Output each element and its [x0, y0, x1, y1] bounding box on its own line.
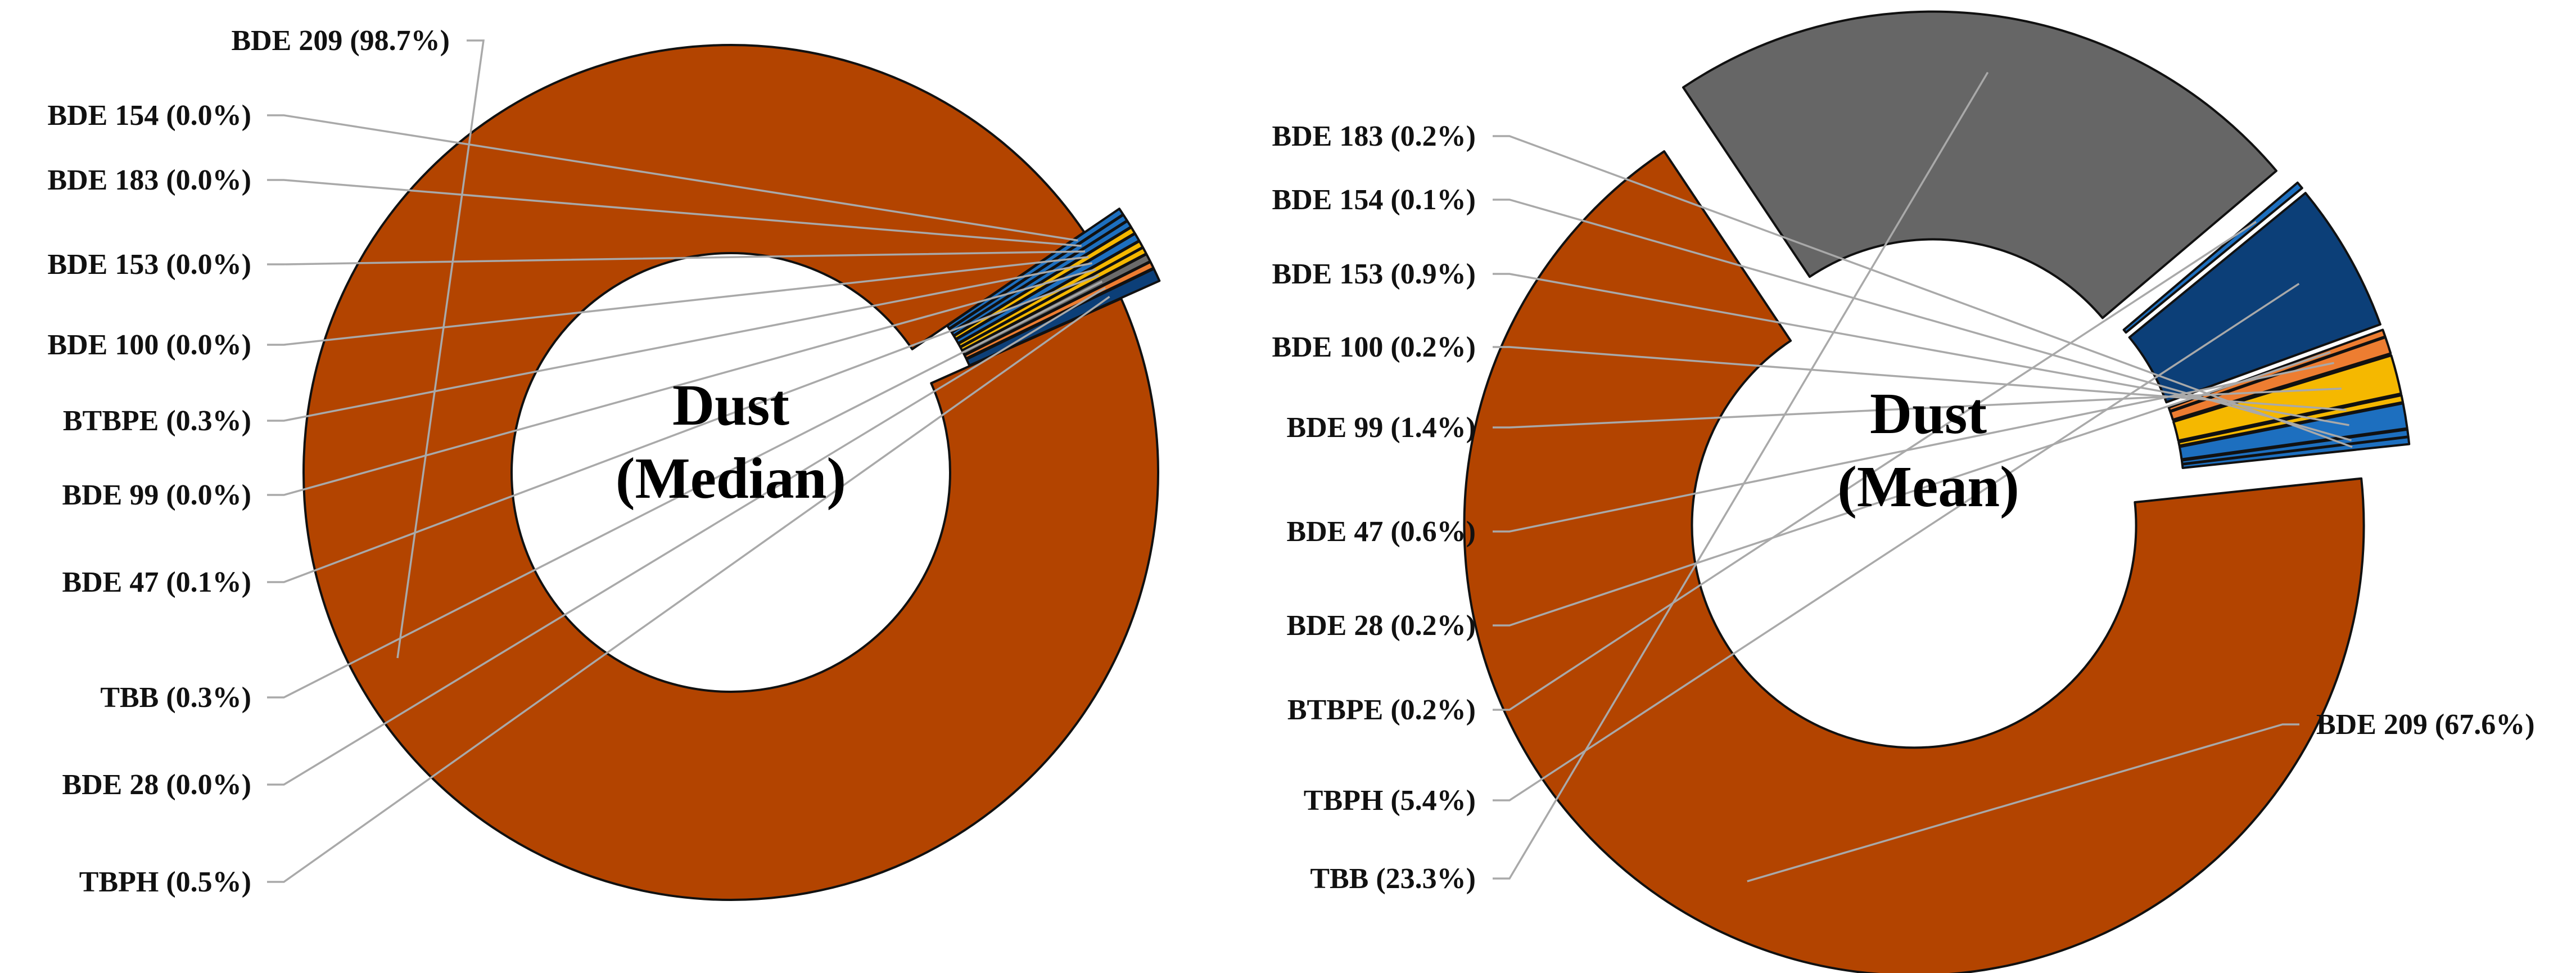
leader-line-bde-153-mean: [1493, 273, 2349, 426]
leader-line-bde-100-mean: [1493, 346, 2347, 411]
slice-labels-median: BDE 209 (98.7%) BDE 154 (0.0%) BDE 183 (0.…: [47, 25, 450, 898]
slice-label-bde-209-median: BDE 209 (98.7%): [231, 25, 450, 57]
leader-line-bde-183-mean: [1493, 135, 2353, 448]
slice-label-bde-47-median: BDE 47 (0.1%): [62, 566, 251, 598]
leader-line-bde-99-mean: [1493, 388, 2342, 429]
leader-line-bde-154-median: [267, 114, 1078, 242]
leader-line-bde-47-mean: [1493, 362, 2334, 533]
leader-line-bde-100-median: [267, 256, 1089, 346]
donut-chart-median: BDE 209 (98.7%) BDE 154 (0.0%) BDE 183 (0.…: [47, 25, 1161, 901]
slice-labels-mean: BDE 209 (67.6%) TBB (23.3%) BTBPE (0.2%) TB…: [1272, 120, 2534, 895]
leader-lines-mean: [1493, 71, 2353, 882]
leader-line-bde-28-mean: [1493, 351, 2331, 627]
leader-line-tbb-mean: [1493, 71, 1989, 880]
leader-line-bde-28-median: [267, 287, 1106, 786]
center-title-line-1-mean: Dust: [1870, 381, 1987, 446]
center-title-line-1-median: Dust: [672, 373, 789, 438]
slice-bde-99-mean: [2172, 354, 2402, 442]
slice-label-bde-100-mean: BDE 100 (0.2%): [1272, 331, 1476, 363]
slice-label-bde-28-mean: BDE 28 (0.2%): [1286, 610, 1476, 642]
leader-line-bde-154-mean: [1493, 199, 2352, 442]
leader-line-btbpe-median: [267, 262, 1092, 422]
slice-label-bde-183-mean: BDE 183 (0.2%): [1272, 120, 1476, 152]
slice-label-bde-99-median: BDE 99 (0.0%): [62, 479, 251, 511]
leader-line-tbph-median: [267, 296, 1110, 883]
center-title-line-2-median: (Median): [616, 446, 846, 511]
leader-line-bde-47-median: [267, 274, 1100, 583]
slice-label-bde-100-median: BDE 100 (0.0%): [47, 329, 251, 361]
slice-label-bde-154-mean: BDE 154 (0.1%): [1272, 184, 1476, 216]
slice-bde-153-mean: [2178, 402, 2408, 461]
slice-label-bde-183-median: BDE 183 (0.0%): [47, 164, 251, 196]
center-title-median: Dust (Median): [616, 373, 846, 511]
donut-chart-mean: BDE 209 (67.6%) TBB (23.3%) BTBPE (0.2%) TB…: [1272, 10, 2535, 973]
center-title-mean: Dust (Mean): [1837, 381, 2019, 519]
slice-label-tbph-mean: TBPH (5.4%): [1304, 785, 1476, 817]
leader-line-bde-209-mean: [1747, 723, 2299, 882]
slice-label-bde-47-mean: BDE 47 (0.6%): [1286, 516, 1476, 548]
slice-label-btbpe-mean: BTBPE (0.2%): [1287, 694, 1476, 726]
slice-bde-183-mean: [2181, 436, 2411, 469]
slice-label-tbph-median: TBPH (0.5%): [79, 866, 251, 898]
slice-tbph-mean: [2128, 192, 2381, 404]
leader-line-bde-209-median: [396, 39, 485, 659]
slice-bde-47-mean: [2169, 336, 2392, 421]
slice-tbb-mean: [1682, 10, 2277, 319]
slices-mean: [1463, 10, 2411, 973]
slice-label-tbb-median: TBB (0.3%): [100, 682, 251, 714]
slice-bde-100-mean: [2177, 394, 2405, 447]
slice-tbph-median: [965, 267, 1161, 367]
slice-label-bde-153-median: BDE 153 (0.0%): [47, 249, 251, 281]
slice-label-tbb-mean: TBB (23.3%): [1310, 863, 1476, 895]
slice-label-bde-99-mean: BDE 99 (1.4%): [1286, 412, 1476, 444]
center-title-line-2-mean: (Mean): [1837, 454, 2019, 519]
slice-label-bde-209-mean: BDE 209 (67.6%): [2316, 709, 2535, 741]
slice-label-bde-28-median: BDE 28 (0.0%): [62, 769, 251, 801]
slice-btbpe-mean: [2122, 181, 2303, 334]
leader-lines-median: [267, 39, 1110, 883]
leader-line-bde-153-median: [267, 250, 1086, 265]
slice-bde-209-median: [302, 43, 1159, 901]
leader-line-tbb-median: [267, 281, 1103, 699]
slice-label-bde-154-median: BDE 154 (0.0%): [47, 100, 251, 132]
leader-line-bde-99-median: [267, 268, 1096, 496]
slice-label-btbpe-median: BTBPE (0.3%): [63, 405, 251, 437]
slice-label-bde-153-mean: BDE 153 (0.9%): [1272, 258, 1476, 290]
leader-line-tbph-mean: [1493, 282, 2300, 801]
leader-line-bde-183-median: [267, 179, 1082, 247]
